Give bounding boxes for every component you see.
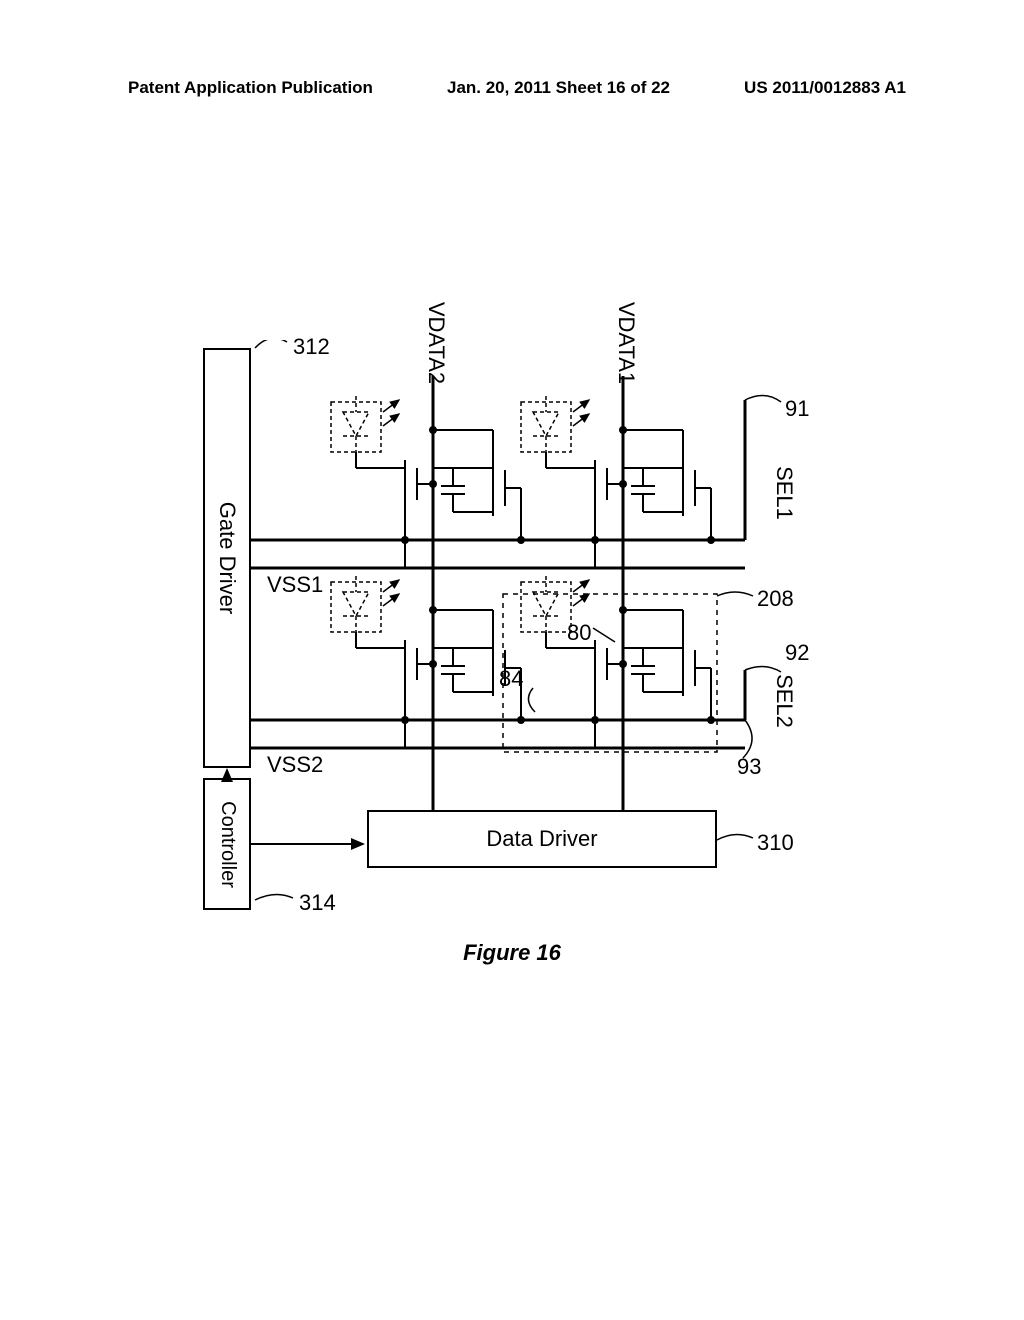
header-left: Patent Application Publication [128, 78, 373, 98]
header-right: US 2011/0012883 A1 [744, 78, 906, 98]
ref-80: 80 [567, 620, 591, 646]
pixel-r2c1 [521, 576, 715, 748]
ref-91: 91 [785, 396, 809, 422]
ref-84: 84 [499, 666, 523, 692]
vss2-label: VSS2 [267, 752, 323, 778]
schematic-svg [175, 340, 845, 920]
ref-208: 208 [757, 586, 794, 612]
figure-caption: Figure 16 [0, 940, 1024, 966]
pixel-r1c1 [521, 396, 715, 568]
figure-16: Gate Driver Controller Data Driver [175, 340, 845, 920]
sel2-label: SEL2 [771, 674, 797, 728]
vdata1-label: VDATA1 [613, 302, 639, 384]
ref-93: 93 [737, 754, 761, 780]
pixel-r2c2 [331, 576, 525, 748]
vdata2-label: VDATA2 [423, 302, 449, 384]
ref-314: 314 [299, 890, 336, 916]
vss1-label: VSS1 [267, 572, 323, 598]
ref-92: 92 [785, 640, 809, 666]
ref-312: 312 [293, 334, 330, 360]
header-center: Jan. 20, 2011 Sheet 16 of 22 [447, 78, 670, 98]
ref-310: 310 [757, 830, 794, 856]
pixel-r1c2 [331, 396, 525, 568]
sel1-label: SEL1 [771, 466, 797, 520]
page-header: Patent Application Publication Jan. 20, … [0, 78, 1024, 98]
